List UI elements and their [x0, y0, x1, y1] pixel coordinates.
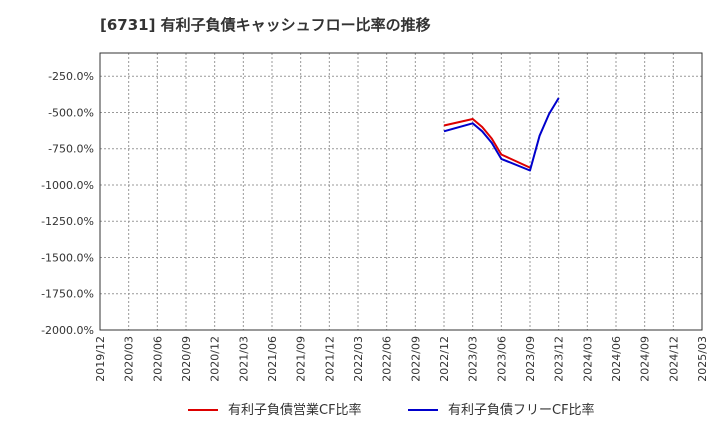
- x-tick-label: 2025/03: [696, 336, 709, 382]
- x-tick-label: 2024/12: [667, 336, 680, 382]
- x-tick-label: 2020/09: [180, 336, 193, 382]
- series-line-1: [443, 118, 531, 169]
- legend-label-1: 有利子負債営業CF比率: [228, 402, 362, 418]
- y-tick-label: -250.0%: [48, 70, 94, 83]
- x-tick-label: 2024/09: [639, 336, 652, 382]
- x-tick-label: 2023/06: [495, 336, 508, 382]
- y-tick-label: -1500.0%: [41, 251, 94, 264]
- y-tick-label: -1000.0%: [41, 179, 94, 192]
- x-tick-label: 2022/06: [381, 336, 394, 382]
- x-tick-label: 2021/09: [295, 336, 308, 382]
- y-tick-label: -500.0%: [48, 106, 94, 119]
- x-tick-label: 2024/06: [610, 336, 623, 382]
- chart-title: [6731] 有利子負債キャッシュフロー比率の推移: [100, 16, 431, 34]
- grid: [100, 53, 702, 331]
- x-axis: 2019/12 2020/03 2020/06 2020/09 2020/12 2021/…: [94, 336, 709, 382]
- x-tick-label: 2019/12: [94, 336, 107, 382]
- x-tick-label: 2020/06: [151, 336, 164, 382]
- plot-area: [100, 53, 702, 330]
- plot-frame: [99, 52, 703, 331]
- x-tick-label: 2022/12: [438, 336, 451, 382]
- x-tick-label: 2021/06: [266, 336, 279, 382]
- x-tick-label: 2023/12: [553, 336, 566, 382]
- series-line-2: [443, 97, 560, 172]
- y-tick-label: -1750.0%: [41, 288, 94, 301]
- x-tick-label: 2022/03: [352, 336, 365, 382]
- x-tick-label: 2021/03: [237, 336, 250, 382]
- x-tick-label: 2023/03: [467, 336, 480, 382]
- x-tick-label: 2022/09: [409, 336, 422, 382]
- y-tick-label: -750.0%: [48, 143, 94, 156]
- series-group: [443, 97, 560, 172]
- legend-label-2: 有利子負債フリーCF比率: [448, 402, 595, 418]
- x-tick-label: 2021/12: [323, 336, 336, 382]
- x-tick-label: 2020/12: [209, 336, 222, 382]
- y-axis: -250.0% -500.0% -750.0% -1000.0% -1250.0% -15…: [41, 70, 94, 337]
- legend: 有利子負債営業CF比率 有利子負債フリーCF比率: [188, 402, 595, 418]
- y-tick-label: -1250.0%: [41, 215, 94, 228]
- y-tick-label: -2000.0%: [41, 324, 94, 337]
- x-tick-label: 2023/09: [524, 336, 537, 382]
- x-tick-label: 2020/03: [123, 336, 136, 382]
- x-tick-label: 2024/03: [581, 336, 594, 382]
